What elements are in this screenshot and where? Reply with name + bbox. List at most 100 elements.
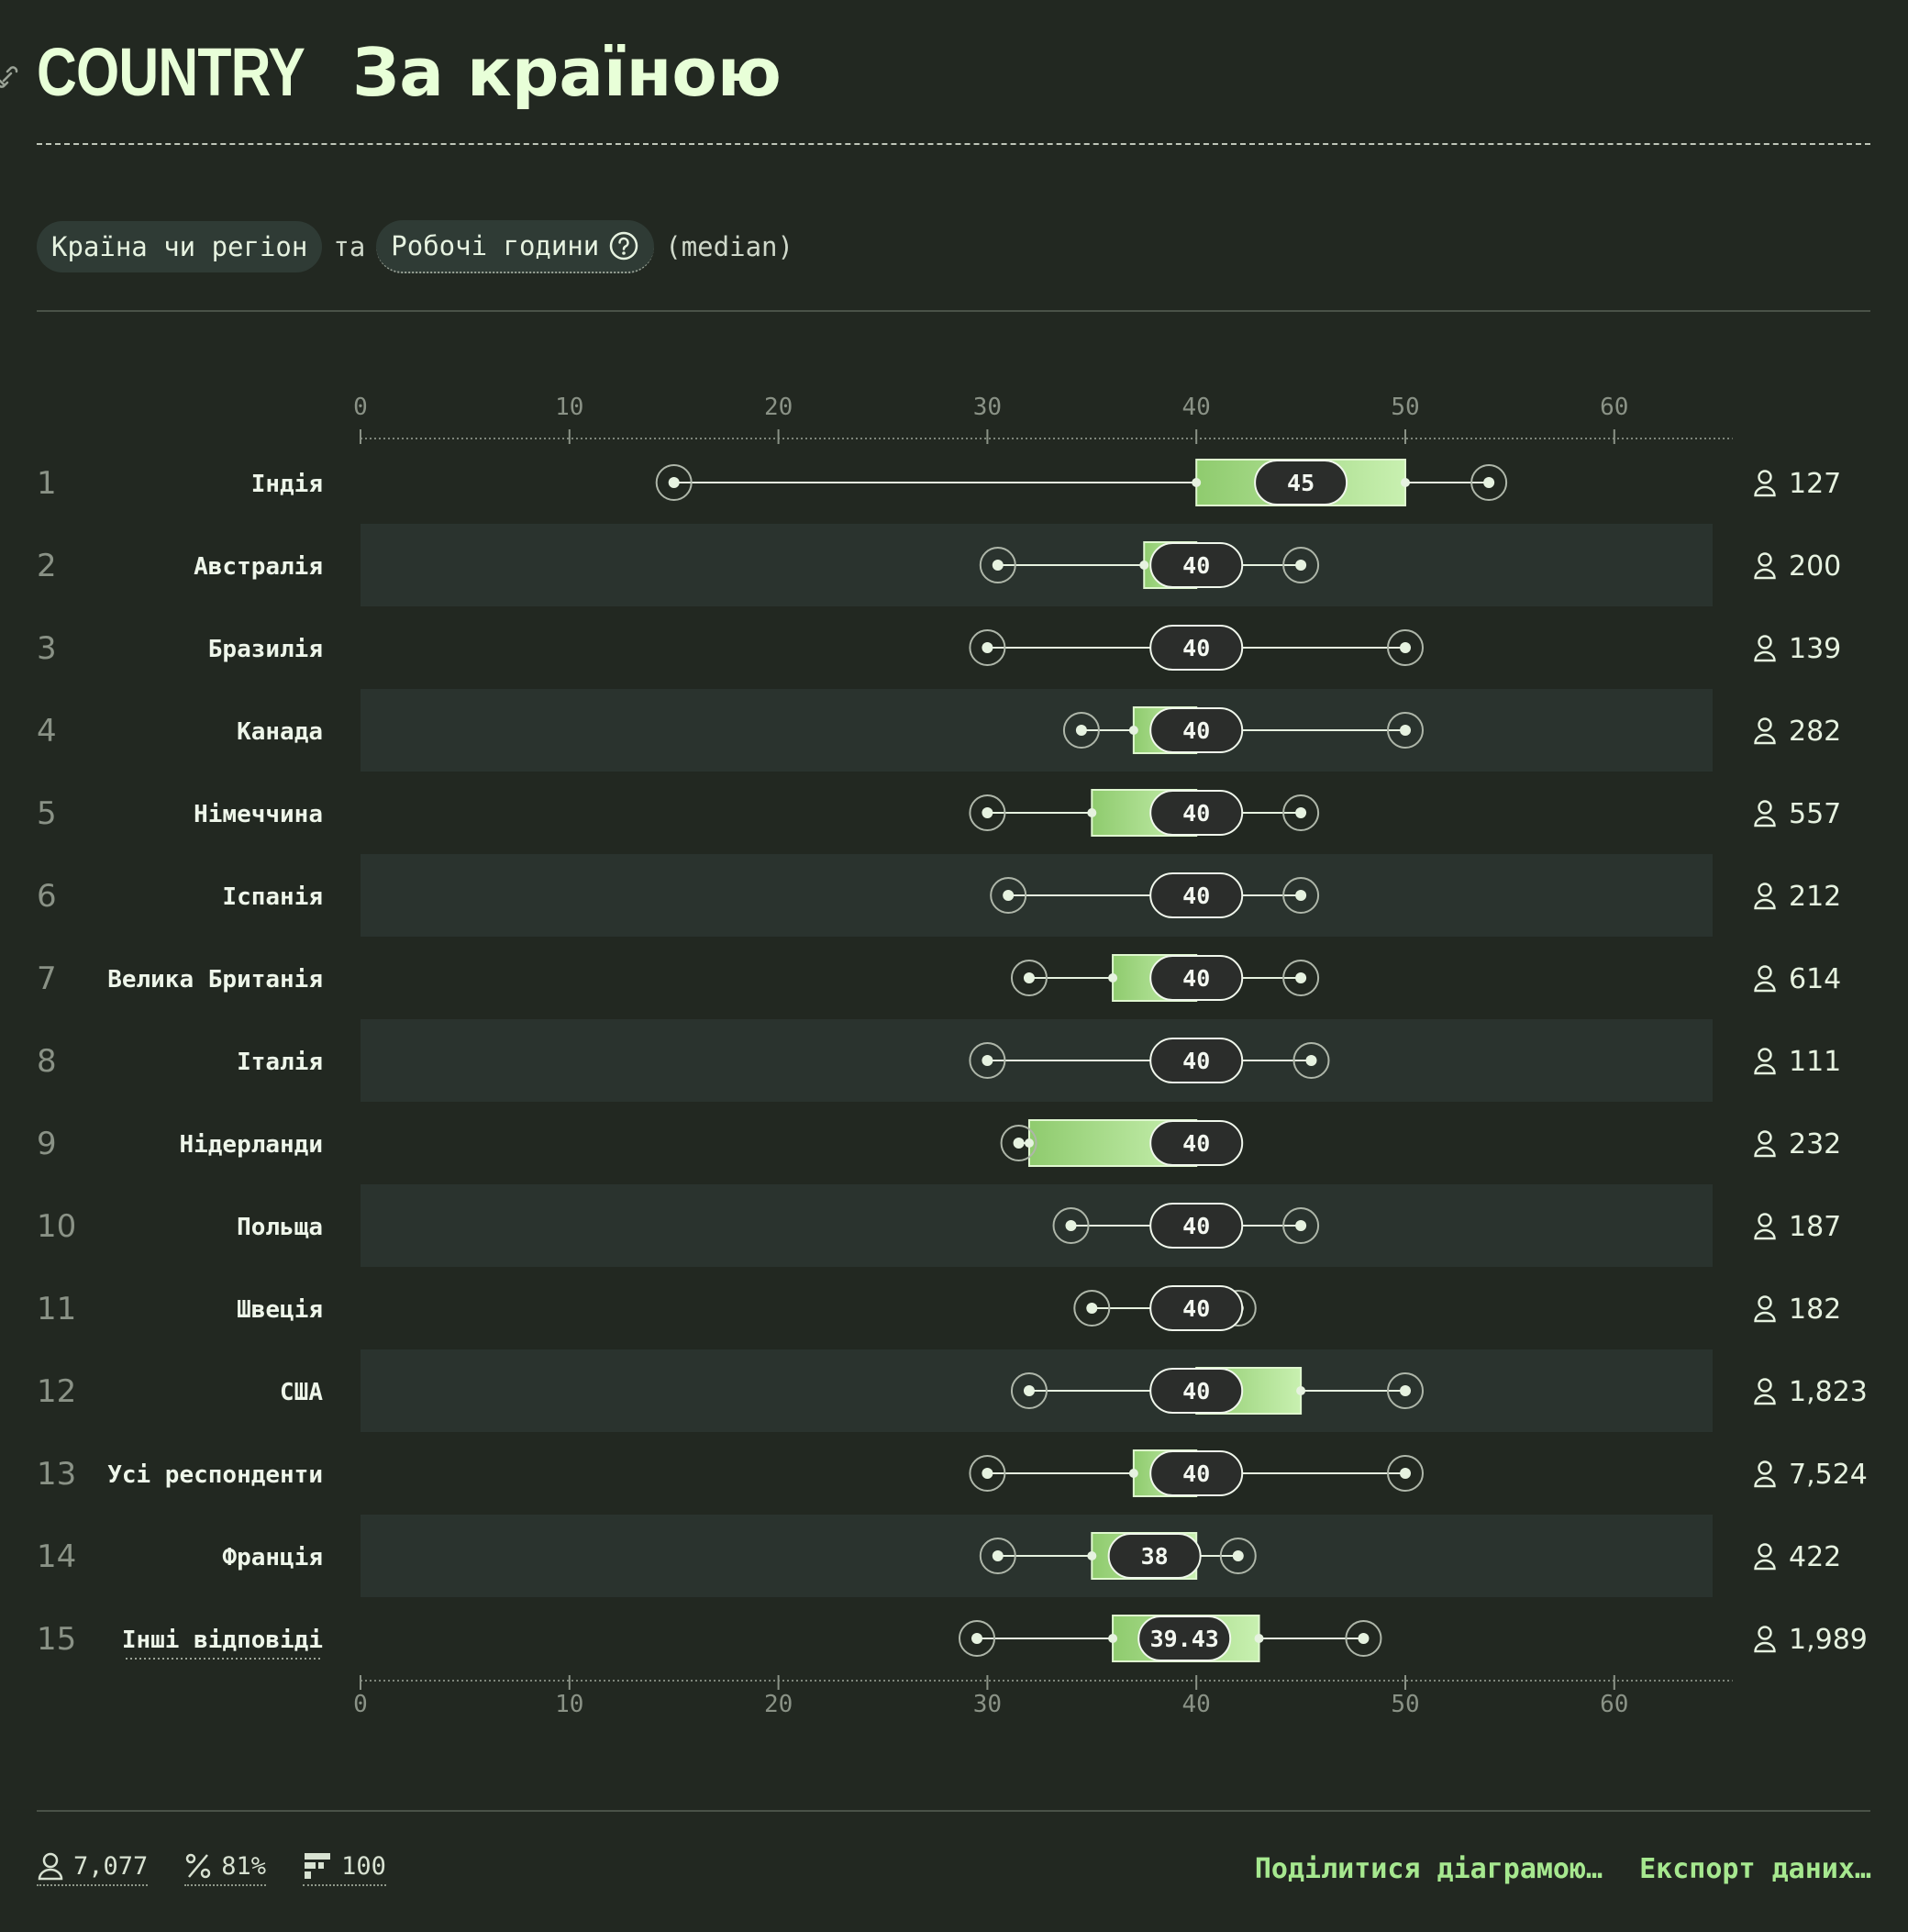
- whisker-min-dot: [1065, 1220, 1077, 1231]
- whisker-max-ring: [1282, 547, 1320, 583]
- whisker-max-ring: [1282, 794, 1320, 831]
- chart-row[interactable]: 9 Нідерланди 40 232: [37, 1119, 1841, 1167]
- row-rank: 15: [37, 1621, 76, 1658]
- row-count: 422: [1789, 1541, 1841, 1573]
- person-icon: [1754, 1378, 1776, 1405]
- whisker-min-ring: [969, 1455, 1006, 1492]
- chart-row[interactable]: 14 Франція 38 422: [37, 1532, 1841, 1580]
- page-header: COUNTRY За країною: [37, 33, 782, 111]
- chart-row[interactable]: 2 Австралія 40 200: [37, 541, 1841, 589]
- chart-row[interactable]: 6 Іспанія 40 212: [37, 872, 1841, 918]
- chart-row[interactable]: 13 Усі респонденти 40 7,524: [37, 1449, 1868, 1497]
- median-pill: [1149, 1038, 1244, 1083]
- row-label: Індія: [251, 471, 323, 498]
- whisker-min-dot: [971, 1633, 983, 1644]
- whisker-max-ring: [1282, 1207, 1320, 1244]
- row-label: Іспанія: [222, 883, 323, 911]
- dimension-label: Країна чи регіон: [51, 231, 308, 262]
- x-tick-label: 10: [555, 394, 583, 421]
- whisker-min-ring: [1000, 1125, 1037, 1161]
- row-label: Італія: [237, 1049, 323, 1076]
- percent-icon: [186, 1853, 211, 1879]
- percent-stat[interactable]: 81%: [184, 1851, 267, 1886]
- whisker-max-ring: [1387, 1455, 1424, 1492]
- count-stat[interactable]: 100: [303, 1851, 386, 1886]
- chart-row[interactable]: 15 Інші відповіді 39.43 1,989: [37, 1615, 1868, 1662]
- dimension-selector[interactable]: Країна чи регіон: [37, 221, 323, 272]
- filter-connector: та: [333, 231, 366, 262]
- percent-value: 81%: [221, 1851, 267, 1881]
- x-tick-label: 0: [353, 1691, 368, 1718]
- row-count: 111: [1789, 1046, 1841, 1078]
- median-pill: [1149, 1285, 1244, 1331]
- footer-divider: [37, 1810, 1870, 1812]
- person-icon: [1754, 1130, 1776, 1158]
- chart-row[interactable]: 11 Швеція 40 182: [37, 1285, 1841, 1331]
- whisker-min-ring: [1052, 1207, 1090, 1244]
- x-tick-label: 30: [973, 394, 1002, 421]
- whisker-min-dot: [982, 1468, 993, 1479]
- quartile-dot: [1401, 478, 1410, 487]
- whisker-min-ring: [990, 877, 1027, 914]
- help-circle-icon[interactable]: [608, 230, 639, 261]
- whisker-max-ring: [1282, 877, 1320, 914]
- title-divider: [37, 143, 1870, 145]
- whisker-max-ring: [1219, 1538, 1257, 1574]
- row-label: Австралія: [194, 553, 323, 581]
- median-label: 40: [1182, 717, 1210, 744]
- chart-row[interactable]: 1 Індія 45 127: [37, 459, 1841, 506]
- x-tick-label: 0: [353, 394, 368, 421]
- chart-row[interactable]: 4 Канада 40 282: [37, 706, 1841, 754]
- row-rank: 13: [37, 1456, 76, 1493]
- respondents-stat[interactable]: 7,077: [37, 1851, 149, 1886]
- x-axis-top: 0 10 20 30 40 50 60: [353, 394, 1733, 444]
- whisker-max-dot: [1483, 477, 1495, 488]
- x-tick-label: 50: [1391, 394, 1419, 421]
- row-rank: 8: [37, 1043, 57, 1080]
- row-rank: 2: [37, 548, 57, 584]
- whisker-min-dot: [1023, 972, 1035, 983]
- quartile-dot: [1087, 808, 1097, 817]
- footer-stats: 7,077 81% 100: [37, 1851, 423, 1886]
- row-rank: 5: [37, 795, 57, 832]
- person-icon: [1754, 1048, 1776, 1075]
- link-icon[interactable]: [0, 64, 20, 90]
- chart-row[interactable]: 10 Польща 40 187: [37, 1203, 1841, 1249]
- quartile-dot: [1087, 1551, 1097, 1560]
- median-pill: [1149, 1203, 1244, 1249]
- chart-row[interactable]: 7 Велика Британія 40 614: [37, 954, 1841, 1002]
- share-chart-link[interactable]: Поділитися діаграмою…: [1254, 1853, 1603, 1885]
- metric-selector[interactable]: Робочі години: [376, 220, 655, 273]
- whisker-max-ring: [1387, 712, 1424, 749]
- whisker-min-dot: [992, 1550, 1004, 1561]
- row-count: 127: [1789, 468, 1841, 500]
- quartile-dot: [1128, 726, 1138, 735]
- median-label: 38: [1141, 1543, 1169, 1570]
- row-label: Швеція: [237, 1296, 323, 1324]
- row-count: 1,823: [1789, 1376, 1868, 1408]
- whisker-max-ring: [1282, 960, 1320, 996]
- whisker-min-ring: [969, 1042, 1006, 1079]
- median-label: 39.43: [1150, 1626, 1219, 1652]
- row-count: 1,989: [1789, 1624, 1868, 1656]
- export-data-link[interactable]: Експорт даних…: [1639, 1853, 1871, 1885]
- row-count: 139: [1789, 633, 1841, 665]
- whisker-min-dot: [982, 807, 993, 818]
- whisker-min-dot: [1013, 1138, 1025, 1149]
- row-label: Франція: [222, 1544, 323, 1571]
- median-label: 40: [1182, 883, 1210, 909]
- box-plot-chart: 0 10 20 30 40 50 60 0 10 20 30 40 50 60 1 Індія 45 1272…: [37, 394, 1868, 1718]
- whisker-min-ring: [979, 1538, 1016, 1574]
- chart-row[interactable]: 12 США 40 1,823: [37, 1367, 1868, 1415]
- median-pill: [1149, 1368, 1244, 1414]
- median-pill: [1254, 460, 1348, 505]
- x-tick-label: 10: [555, 1691, 583, 1718]
- row-band: [361, 689, 1713, 772]
- row-count: 282: [1789, 716, 1841, 748]
- whisker-max-ring: [1292, 1042, 1330, 1079]
- chart-row[interactable]: 8 Італія 40 111: [37, 1038, 1841, 1083]
- row-count: 200: [1789, 550, 1841, 583]
- chart-row[interactable]: 3 Бразилія 40 139: [37, 625, 1841, 671]
- chart-row[interactable]: 5 Німеччина 40 557: [37, 789, 1841, 837]
- x-tick-label: 40: [1182, 1691, 1211, 1718]
